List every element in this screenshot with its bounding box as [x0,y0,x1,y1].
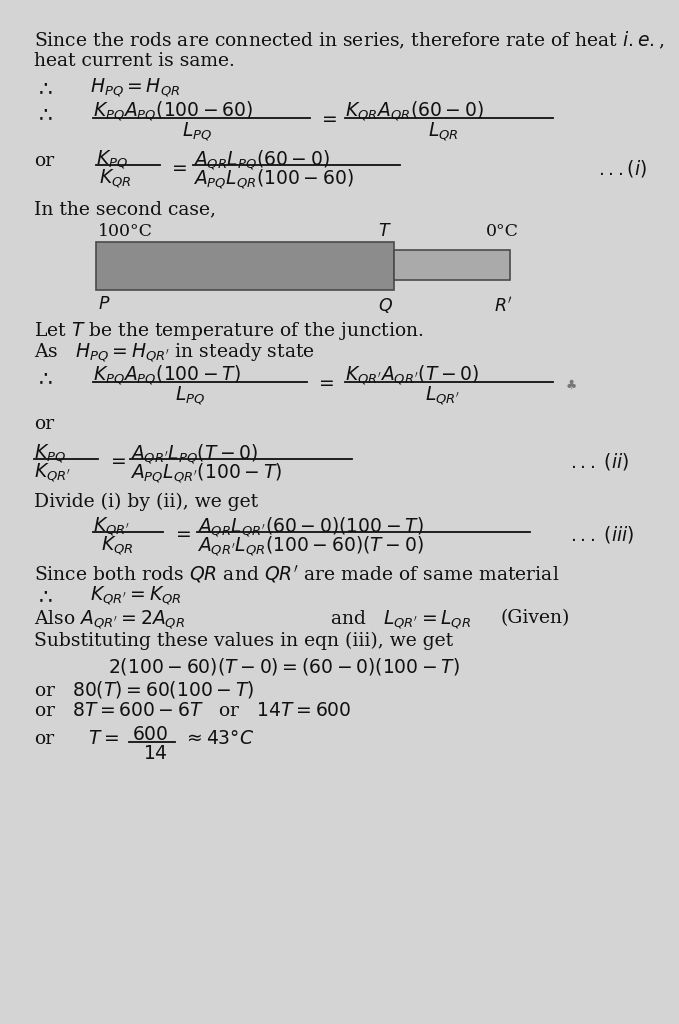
Text: $L_{QR}$: $L_{QR}$ [428,121,458,143]
Text: $\therefore$: $\therefore$ [34,103,53,125]
Text: $A_{QR}L_{QR'}(60-0)(100-T)$: $A_{QR}L_{QR'}(60-0)(100-T)$ [197,516,424,540]
Text: $T$: $T$ [378,223,392,240]
Text: $A_{QR'}L_{QR}(100-60)(T-0)$: $A_{QR'}L_{QR}(100-60)(T-0)$ [197,535,424,558]
Text: $T=$: $T=$ [88,730,119,748]
Text: Divide (i) by (ii), we get: Divide (i) by (ii), we get [34,493,258,511]
Text: $14$: $14$ [143,745,168,763]
Text: $P$: $P$ [98,296,111,313]
Text: Also $A_{QR'} = 2A_{QR}$: Also $A_{QR'} = 2A_{QR}$ [34,609,185,631]
Text: $=$: $=$ [318,109,337,127]
Text: or: or [34,730,54,748]
Text: $...\;(iii)$: $...\;(iii)$ [570,524,634,545]
Text: $A_{QR}L_{PQ}(60-0)$: $A_{QR}L_{PQ}(60-0)$ [193,150,330,172]
Text: $...\;(ii)$: $...\;(ii)$ [570,451,629,472]
Text: $K_{PQ}$: $K_{PQ}$ [96,150,128,171]
Text: Let $T$ be the temperature of the junction.: Let $T$ be the temperature of the juncti… [34,319,424,342]
Text: or: or [34,415,54,433]
Text: $K_{QR}$: $K_{QR}$ [101,535,134,557]
Text: $=$: $=$ [107,451,126,469]
Bar [96,242,394,290]
Text: As   $H_{PQ} = H_{QR'}$ in steady state: As $H_{PQ} = H_{QR'}$ in steady state [34,342,315,365]
Text: 100°C: 100°C [98,223,153,240]
Text: $=$: $=$ [315,373,334,391]
Text: $Q$: $Q$ [378,296,393,315]
Bar [394,250,510,280]
Text: $=$: $=$ [168,158,187,176]
Text: $A_{PQ}L_{QR'}(100-T)$: $A_{PQ}L_{QR'}(100-T)$ [130,462,282,485]
Text: $2(100-60)(T-0) = (60-0)(100-T)$: $2(100-60)(T-0) = (60-0)(100-T)$ [108,656,460,677]
Text: $\approx 43°C$: $\approx 43°C$ [183,730,254,748]
Text: 0°C: 0°C [486,223,519,240]
Text: $K_{PQ}A_{PQ}(100-60)$: $K_{PQ}A_{PQ}(100-60)$ [93,100,253,123]
Text: heat current is same.: heat current is same. [34,52,235,70]
Text: $K_{PQ}$: $K_{PQ}$ [34,443,66,465]
Text: Substituting these values in eqn (iii), we get: Substituting these values in eqn (iii), … [34,632,453,650]
Text: $\therefore$: $\therefore$ [34,585,53,607]
Text: Since the rods are connected in series, therefore rate of heat $\it{i.e.}$,: Since the rods are connected in series, … [34,30,665,51]
Text: $L_{QR'}$: $L_{QR'}$ [425,385,460,408]
Text: $K_{QR'}$: $K_{QR'}$ [93,516,130,539]
Text: $=$: $=$ [172,524,191,542]
Text: $...(i)$: $...(i)$ [598,158,647,179]
Text: Since both rods $QR$ and $QR'$ are made of same material: Since both rods $QR$ and $QR'$ are made … [34,563,559,585]
Text: $K_{QR'}A_{QR'}(T-0)$: $K_{QR'}A_{QR'}(T-0)$ [345,364,479,387]
Text: and   $L_{QR'} = L_{QR}$: and $L_{QR'} = L_{QR}$ [330,609,471,631]
Text: or: or [34,152,54,170]
Text: or   $8T = 600-6T$   or   $14T = 600$: or $8T = 600-6T$ or $14T = 600$ [34,702,352,720]
Text: $R'$: $R'$ [494,296,513,315]
Text: $H_{PQ} = H_{QR}$: $H_{PQ} = H_{QR}$ [90,77,180,99]
Text: $K_{QR'} = K_{QR}$: $K_{QR'} = K_{QR}$ [90,585,182,607]
Text: $K_{PQ}A_{PQ}(100-T)$: $K_{PQ}A_{PQ}(100-T)$ [93,364,241,387]
Text: (Given): (Given) [501,609,570,627]
Text: $A_{PQ}L_{QR}(100-60)$: $A_{PQ}L_{QR}(100-60)$ [193,168,354,191]
Text: $K_{QR}A_{QR}(60-0)$: $K_{QR}A_{QR}(60-0)$ [345,100,484,123]
Text: $L_{PQ}$: $L_{PQ}$ [175,385,205,408]
Text: $K_{QR}$: $K_{QR}$ [99,168,132,190]
Text: In the second case,: In the second case, [34,200,216,218]
Text: $A_{QR'}L_{PQ}(T-0)$: $A_{QR'}L_{PQ}(T-0)$ [130,443,258,466]
Text: $K_{QR'}$: $K_{QR'}$ [34,462,71,484]
Text: $L_{PQ}$: $L_{PQ}$ [182,121,212,143]
Text: $\therefore$: $\therefore$ [34,77,53,99]
Text: $\therefore$: $\therefore$ [34,367,53,389]
Text: $\clubsuit$: $\clubsuit$ [565,378,577,391]
Text: $600$: $600$ [132,726,168,744]
Text: or   $80(T) = 60(100-T)$: or $80(T) = 60(100-T)$ [34,679,254,700]
